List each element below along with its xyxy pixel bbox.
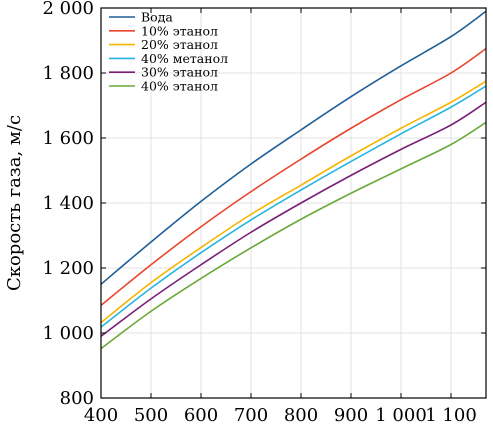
legend-label: 20% этанол bbox=[141, 37, 218, 52]
x-tick-label: 400 bbox=[84, 405, 118, 426]
series-line bbox=[100, 121, 487, 350]
y-tick-label: 1 800 bbox=[42, 63, 94, 84]
y-tick-label: 1 000 bbox=[42, 323, 94, 344]
x-tick-label: 1 100 bbox=[425, 405, 477, 426]
legend-label: 30% этанол bbox=[141, 65, 218, 80]
y-tick-label: 1 200 bbox=[42, 258, 94, 279]
y-axis-label: Скорость газа, м/с bbox=[4, 115, 25, 291]
series-line bbox=[100, 47, 487, 307]
legend-label: Вода bbox=[141, 10, 173, 25]
x-tick-label: 900 bbox=[334, 405, 368, 426]
x-tick-label: 700 bbox=[234, 405, 268, 426]
x-tick-label: 800 bbox=[284, 405, 318, 426]
y-tick-label: 2 000 bbox=[42, 0, 94, 19]
legend-label: 10% этанол bbox=[141, 23, 218, 38]
legend-label: 40% этанол bbox=[141, 79, 218, 94]
x-tick-label: 1 000 bbox=[375, 405, 427, 426]
series-lines bbox=[100, 10, 487, 350]
series-line bbox=[100, 85, 487, 328]
series-line bbox=[100, 10, 487, 285]
y-tick-label: 800 bbox=[60, 388, 94, 409]
series-line bbox=[100, 80, 487, 324]
legend-label: 40% метанол bbox=[141, 51, 228, 66]
series-line bbox=[100, 101, 487, 337]
x-tick-label: 600 bbox=[184, 405, 218, 426]
y-tick-label: 1 400 bbox=[42, 193, 94, 214]
y-tick-label: 1 600 bbox=[42, 128, 94, 149]
x-tick-label: 500 bbox=[134, 405, 168, 426]
